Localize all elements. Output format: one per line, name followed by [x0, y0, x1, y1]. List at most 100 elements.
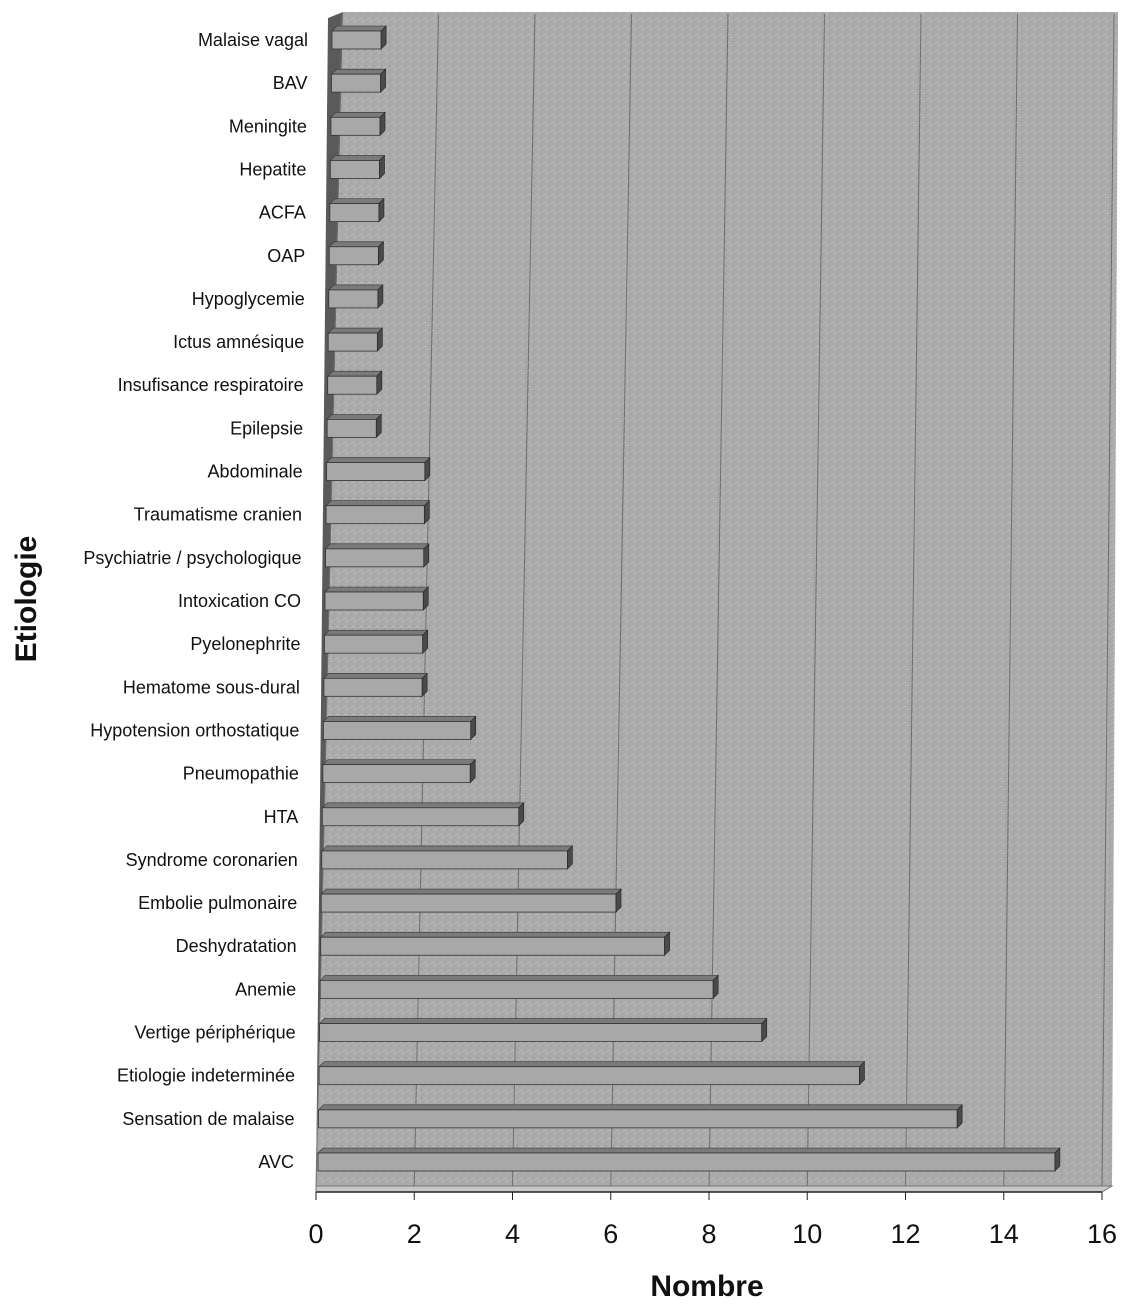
gridline	[806, 13, 825, 1187]
x-tick-labels: 0 2 4 6 8 10 12 14 16	[308, 1192, 1117, 1249]
category-label-traumatisme-cranien: Traumatisme cranien	[134, 505, 302, 525]
bar-intoxication-co	[324, 586, 429, 611]
category-label-vertige-peripherique: Vertige périphérique	[134, 1023, 295, 1043]
bar-face	[327, 375, 378, 395]
bar-end	[518, 802, 525, 827]
bar-face	[318, 1066, 860, 1086]
bar-end	[379, 111, 386, 137]
bar-face	[330, 116, 381, 136]
bar-end	[421, 672, 428, 698]
bar-face	[321, 807, 520, 827]
bar-face	[325, 505, 425, 525]
bar-top	[326, 370, 383, 377]
category-label-meningite: Meningite	[229, 116, 307, 136]
category-label-sensation-de-malaise: Sensation de malaise	[122, 1109, 294, 1129]
bar-face	[319, 979, 714, 999]
bar-end	[712, 974, 719, 1000]
bar-top	[326, 414, 383, 420]
bar-end	[380, 25, 387, 50]
bar-face	[324, 634, 424, 654]
bar-top	[320, 888, 622, 895]
bar-face	[318, 1109, 958, 1129]
bar-top	[323, 629, 429, 636]
bar-top	[321, 845, 574, 852]
bar-end	[422, 629, 429, 654]
bar-face	[327, 332, 378, 352]
category-label-avc: AVC	[258, 1152, 294, 1172]
x-tick-label: 14	[989, 1219, 1019, 1249]
category-label-hta: HTA	[264, 807, 299, 827]
bar-face	[329, 203, 380, 223]
plot-floor	[315, 1185, 1114, 1193]
bar-face	[320, 936, 665, 956]
category-label-etiologie-indeterminee: Etiologie indeterminée	[117, 1066, 295, 1086]
bar-end	[615, 888, 622, 913]
bar-top	[319, 975, 719, 981]
bar-epilepsie	[326, 413, 383, 439]
bar-top	[324, 543, 430, 550]
category-label-acfa: ACFA	[259, 203, 306, 223]
bar-embolie-pulmonaire	[320, 888, 622, 913]
bar-face	[326, 462, 426, 481]
bar-face	[323, 677, 423, 697]
category-label-syndrome-coronarien: Syndrome coronarien	[126, 850, 298, 870]
x-tick-label: 6	[603, 1219, 618, 1249]
bar-anemie	[319, 974, 719, 1000]
category-label-insufisance-respiratoire: Insufisance respiratoire	[118, 375, 304, 395]
bar-top	[325, 500, 431, 506]
bar-end	[664, 931, 670, 956]
bar-face	[324, 591, 424, 611]
bar-end	[470, 715, 477, 741]
bar-end	[567, 845, 573, 870]
bar-end	[1054, 1147, 1061, 1172]
bar-face	[329, 160, 380, 179]
bar-end	[380, 68, 386, 93]
bar-meningite	[330, 111, 386, 137]
bar-vertige-peripherique	[318, 1017, 768, 1043]
bar-end	[379, 154, 385, 180]
category-label-abdominale: Abdominale	[208, 462, 303, 482]
category-label-hypotension-orthostatique: Hypotension orthostatique	[90, 720, 299, 740]
category-label-intoxication-co: Intoxication CO	[178, 591, 301, 611]
category-labels: Malaise vagal BAV Meningite Hepatite ACFA OAP…	[83, 30, 308, 1172]
category-label-oap: OAP	[267, 246, 305, 266]
bar-end	[956, 1104, 963, 1129]
bar-face	[319, 1023, 763, 1042]
category-label-hepatite: Hepatite	[239, 159, 306, 179]
x-tick-label: 4	[505, 1219, 520, 1249]
bar-face	[320, 893, 617, 913]
x-tick-label: 16	[1087, 1219, 1117, 1249]
category-label-hypoglycemie: Hypoglycemie	[192, 289, 305, 309]
category-label-embolie-pulmonaire: Embolie pulmonaire	[138, 893, 297, 913]
bar-top	[318, 1018, 768, 1024]
bar-end	[469, 758, 476, 784]
category-label-anemie: Anemie	[235, 979, 296, 999]
bar-malaise-vagal	[331, 25, 387, 50]
bar-top	[323, 673, 428, 679]
bar-end	[424, 499, 430, 525]
bar-face	[322, 764, 471, 784]
bar-top	[329, 155, 386, 161]
bar-traumatisme-cranien	[325, 499, 431, 525]
bar-acfa	[329, 197, 385, 223]
bar-top	[329, 198, 385, 204]
bar-hematome-sous-dural	[323, 672, 428, 698]
bar-ictus-amnesique	[327, 327, 384, 352]
bar-face	[328, 289, 379, 309]
x-tick-label: 0	[308, 1219, 323, 1249]
x-tick-label: 10	[792, 1219, 822, 1249]
category-label-pyelonephrite: Pyelonephrite	[190, 634, 300, 654]
gridline	[1101, 13, 1115, 1187]
bar-face	[328, 246, 379, 266]
bar-hta	[321, 802, 525, 827]
bar-top	[322, 759, 476, 765]
bar-face	[317, 1152, 1056, 1172]
bar-top	[328, 284, 384, 291]
bar-top	[318, 1061, 866, 1067]
category-label-malaise-vagal: Malaise vagal	[198, 30, 308, 50]
bar-face	[326, 418, 377, 438]
bar-face	[321, 850, 568, 870]
bar-hepatite	[329, 154, 386, 180]
x-tick-label: 12	[890, 1219, 920, 1249]
